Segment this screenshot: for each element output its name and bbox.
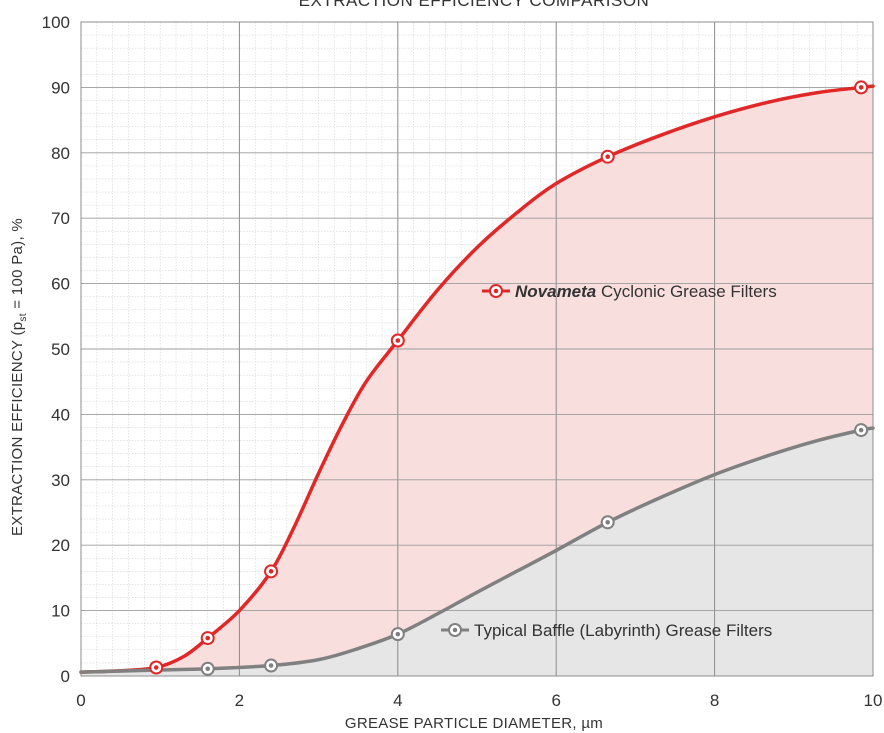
series-markers xyxy=(149,80,869,676)
major-grid xyxy=(80,21,874,677)
marker-dot-novameta xyxy=(205,635,211,641)
y-axis-title-prefix: EXTRACTION EFFICIENCY (p xyxy=(9,322,26,536)
x-tick-label: 10 xyxy=(864,691,883,710)
marker-dot-novameta xyxy=(153,665,159,670)
legend-novameta-brand: Novameta xyxy=(515,282,596,301)
y-tick-label: 30 xyxy=(51,471,70,490)
y-tick-label: 20 xyxy=(51,536,70,555)
y-tick-label: 90 xyxy=(51,78,70,97)
legend-novameta: Novameta Cyclonic Grease Filters xyxy=(482,282,777,301)
y-tick-label: 0 xyxy=(61,667,70,686)
y-tick-label: 10 xyxy=(51,602,70,621)
marker-dot-novameta xyxy=(268,569,274,574)
chart-title: EXTRACTION EFFICIENCY COMPARISON xyxy=(299,0,650,10)
x-tick-label: 8 xyxy=(710,691,719,710)
y-axis-title-subscript: st xyxy=(18,313,29,321)
tick-labels: 0 10 20 30 40 50 60 70 80 90 100 0 2 4 6 8 10 xyxy=(42,13,883,710)
y-tick-label: 80 xyxy=(51,144,70,163)
marker-dot-baffle xyxy=(205,666,211,672)
x-tick-label: 6 xyxy=(551,691,560,710)
legend-novameta-label: Novameta Cyclonic Grease Filters xyxy=(515,282,777,301)
legend-baffle-label: Typical Baffle (Labyrinth) Grease Filter… xyxy=(474,621,772,640)
marker-dot-baffle xyxy=(605,520,610,525)
y-axis-title-suffix: = 100 Pa), % xyxy=(9,218,26,313)
y-tick-label: 50 xyxy=(51,340,70,359)
area-baffle xyxy=(81,428,873,676)
legend-novameta-marker-dot xyxy=(493,288,499,294)
marker-dot-baffle xyxy=(395,631,401,637)
y-tick-label: 40 xyxy=(51,405,70,424)
marker-dot-novameta xyxy=(858,85,864,90)
line-baffle xyxy=(79,426,875,674)
plot-border xyxy=(80,21,874,677)
x-axis-title: GREASE PARTICLE DIAMETER, µm xyxy=(345,715,603,732)
y-tick-label: 70 xyxy=(51,209,70,228)
marker-dot-baffle xyxy=(858,427,864,433)
x-tick-label: 4 xyxy=(393,691,402,710)
x-tick-label: 2 xyxy=(235,691,244,710)
legend-baffle-marker-dot xyxy=(452,627,458,633)
y-tick-label: 60 xyxy=(51,275,70,294)
x-tick-label: 0 xyxy=(76,691,85,710)
legend-novameta-rest: Cyclonic Grease Filters xyxy=(596,282,776,301)
y-axis-title: EXTRACTION EFFICIENCY (pst = 100 Pa), % xyxy=(9,218,29,536)
marker-dot-novameta xyxy=(605,154,610,160)
marker-dot-baffle xyxy=(268,663,274,668)
y-tick-label: 100 xyxy=(42,13,70,32)
marker-dot-novameta xyxy=(395,338,401,343)
legend-baffle: Typical Baffle (Labyrinth) Grease Filter… xyxy=(441,621,772,640)
series-areas xyxy=(81,86,873,677)
